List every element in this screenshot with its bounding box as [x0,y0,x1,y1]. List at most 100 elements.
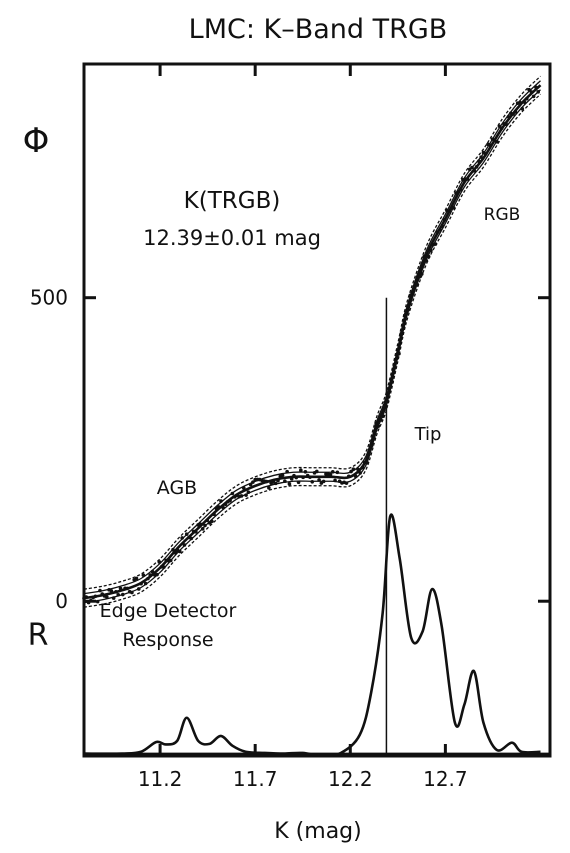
luminosity-function-point [241,486,246,490]
luminosity-function-point [456,190,461,194]
y-tick-label: 0 [55,589,68,613]
luminosity-function-point [335,470,340,475]
luminosity-function-point [388,385,392,390]
luminosity-function-point [328,472,333,477]
luminosity-function-point [349,469,353,474]
luminosity-function-point [105,595,109,599]
luminosity-function-line [83,84,542,600]
data-layer [82,75,550,758]
luminosity-function-point [381,414,385,419]
luminosity-function-point [356,467,360,472]
luminosity-function-point [125,586,130,591]
luminosity-function-point [518,100,522,105]
luminosity-function-point [422,254,426,259]
luminosity-function-point [239,494,244,498]
chart-title: LMC: K–Band TRGB [189,14,448,45]
luminosity-function-point [210,519,214,524]
luminosity-function-point [296,480,301,485]
luminosity-function-point [378,418,383,422]
luminosity-function-point [429,248,433,253]
luminosity-function-point [114,590,118,594]
luminosity-function-point [223,502,228,507]
luminosity-function-point [321,479,326,484]
luminosity-function-point [139,581,143,586]
luminosity-function-point [433,242,438,246]
x-tick-label: 11.2 [138,767,183,791]
luminosity-function-point [136,587,141,591]
luminosity-function-point [365,460,369,465]
luminosity-function-point [171,547,175,552]
luminosity-function-point [420,272,424,276]
luminosity-function-point [415,282,420,287]
luminosity-function-point [408,293,413,298]
luminosity-function-point [479,155,483,159]
luminosity-function-point [95,599,100,604]
x-axis-label: K (mag) [274,819,361,844]
luminosity-function-point [330,470,335,474]
luminosity-function-point [477,159,481,164]
luminosity-function-point [522,100,527,105]
luminosity-function-point [111,596,116,600]
luminosity-function-point [458,187,463,192]
x-tick-label: 12.2 [328,767,373,791]
luminosity-function-point [299,468,303,473]
luminosity-function-point [511,112,515,116]
luminosity-function-point [376,424,381,428]
x-tick-label: 11.7 [233,767,278,791]
luminosity-function-point [287,482,292,486]
luminosity-function-point [146,576,150,581]
luminosity-function-point [360,465,365,470]
annotation-edge-detector: Edge Detector [100,600,237,622]
annotation-agb: AGB [157,477,197,499]
luminosity-function-point [130,590,134,595]
luminosity-function-point [529,90,534,94]
luminosity-function-point [417,274,422,279]
luminosity-function-point [273,481,278,486]
luminosity-function-point [367,449,372,454]
edge-detector-response-line [83,513,541,758]
luminosity-function-point [162,565,166,569]
luminosity-function-point [372,435,376,440]
luminosity-function-point [109,589,114,593]
luminosity-function-point [333,478,337,483]
luminosity-function-point [294,475,299,480]
luminosity-function-point [134,576,139,581]
luminosity-function-point [353,474,358,478]
luminosity-function-point [474,165,479,169]
luminosity-function-point [524,96,529,101]
luminosity-function-point [221,505,226,510]
luminosity-function-point [346,474,351,479]
luminosity-function-point [118,586,123,591]
luminosity-function-point [251,480,255,484]
y-ticks: 0 500 [30,286,550,613]
luminosity-function-point [358,471,362,475]
luminosity-function-point [189,536,194,541]
luminosity-function-point [84,595,89,599]
luminosity-function-point [178,549,182,554]
luminosity-function-point [536,90,541,94]
luminosity-function-point [447,209,451,213]
luminosity-function-point [148,573,152,577]
luminosity-function-point [168,558,173,563]
luminosity-function-point [285,469,289,474]
luminosity-function-point [121,592,125,597]
luminosity-function-point [310,479,315,484]
luminosity-function-point [228,498,232,503]
luminosity-function-point [203,523,207,528]
luminosity-function-point [216,505,221,509]
luminosity-function-point [200,527,205,531]
luminosity-function-point [410,289,415,294]
luminosity-function-point [89,598,93,603]
luminosity-function-point [426,254,431,259]
luminosity-function-point [401,325,406,330]
annotation-tip: Tip [414,424,442,445]
luminosity-function-point [267,486,271,490]
luminosity-function-point [520,106,525,111]
luminosity-function-point [390,380,394,384]
luminosity-function-point [157,560,162,564]
luminosity-function-line [83,93,541,608]
annotation-trgb-value: 12.39±0.01 mag [143,226,321,250]
luminosity-function-point [506,114,511,119]
luminosity-function-point [155,572,159,577]
